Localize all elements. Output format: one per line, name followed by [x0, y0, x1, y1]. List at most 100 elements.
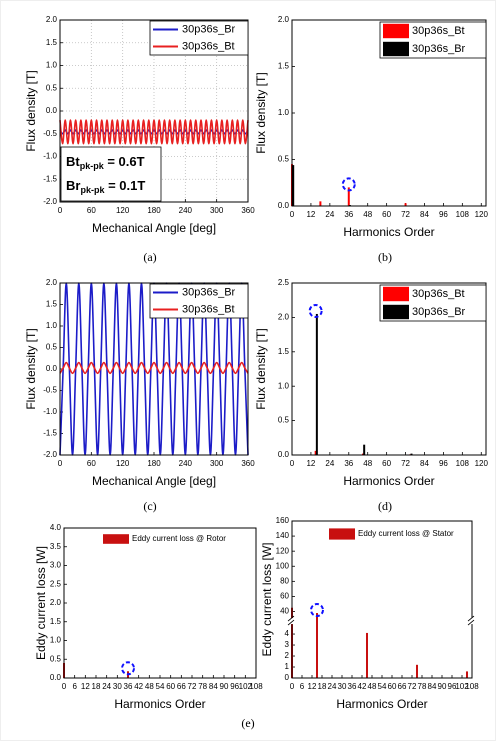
x-tick-label: 108 — [456, 210, 470, 219]
bar — [416, 664, 418, 678]
x-tick-label: 240 — [179, 459, 193, 468]
x-tick-label: 12 — [306, 459, 315, 468]
bar — [315, 313, 318, 455]
x-tick-label: 36 — [344, 459, 353, 468]
x-tick-label: 66 — [398, 682, 407, 691]
x-tick-label: 180 — [147, 206, 161, 215]
legend-label: 30p36s_Br — [412, 43, 466, 55]
x-tick-label: 240 — [179, 206, 193, 215]
y-tick-label: 3 — [285, 640, 290, 649]
y-tick-label: 1.5 — [278, 62, 290, 71]
x-tick-label: 0 — [58, 206, 63, 215]
y-tick-label: 1.5 — [50, 617, 62, 626]
plot-frame — [291, 282, 487, 456]
caption: (c) — [143, 499, 156, 513]
x-tick-label: 6 — [72, 682, 77, 691]
y-tick-label: -1.5 — [43, 174, 57, 183]
x-tick-label: 60 — [166, 682, 175, 691]
y-axis-title: Flux density [T] — [24, 328, 38, 409]
highlight-circle — [341, 177, 356, 192]
y-tick-label: 100 — [276, 561, 290, 570]
y-tick-label: 0.0 — [46, 106, 58, 115]
x-tick-label: 120 — [116, 459, 130, 468]
y-tick-label: -0.5 — [43, 129, 57, 138]
x-tick-label: 42 — [134, 682, 143, 691]
x-tick-label: 78 — [198, 682, 207, 691]
x-tick-label: 120 — [475, 210, 489, 219]
y-tick-label: 60 — [280, 592, 289, 601]
legend-swatch — [103, 534, 129, 544]
axis-break-mark — [287, 615, 295, 626]
y-tick-label: 1.0 — [46, 61, 58, 70]
y-tick-label: 0.0 — [50, 673, 62, 682]
annotation: Btpk-pk = 0.6T — [66, 154, 145, 171]
x-tick-label: 84 — [209, 682, 218, 691]
x-tick-label: 12 — [81, 682, 90, 691]
x-tick-label: 360 — [241, 206, 255, 215]
data-line — [59, 119, 249, 145]
y-tick-label: 4.0 — [50, 523, 62, 532]
legend-label: 30p36s_Br — [412, 306, 466, 318]
legend-box — [149, 20, 249, 56]
x-tick-label: 108 — [456, 459, 470, 468]
x-tick-label: 90 — [438, 682, 447, 691]
x-tick-label: 72 — [188, 682, 197, 691]
y-tick-label: -1.5 — [43, 429, 57, 438]
caption: (a) — [143, 250, 156, 264]
y-tick-label: 0.0 — [278, 450, 290, 459]
y-tick-label: 2 — [285, 651, 290, 660]
annotation: Brpk-pk = 0.1T — [66, 178, 145, 195]
x-tick-label: 102 — [455, 682, 469, 691]
legend-swatch — [383, 41, 409, 57]
x-tick-label: 12 — [308, 682, 317, 691]
legend-label: 30p36s_Bt — [412, 288, 465, 300]
y-tick-label: 2.0 — [278, 15, 290, 24]
y-tick-label: 1.0 — [278, 381, 290, 390]
legend-swatch — [383, 286, 409, 302]
x-tick-label: 48 — [368, 682, 377, 691]
y-tick-label: 1.5 — [46, 300, 58, 309]
x-tick-label: 96 — [439, 459, 448, 468]
axis-break-gap — [469, 618, 475, 625]
x-tick-label: 108 — [465, 682, 479, 691]
x-tick-label: 84 — [428, 682, 437, 691]
legend-label: 30p36s_Bt — [182, 40, 235, 52]
bar — [319, 201, 322, 206]
plot-frame — [63, 527, 257, 679]
y-tick-label: 2.0 — [278, 313, 290, 322]
y-axis-title: Eddy current loss [W] — [260, 542, 274, 656]
x-tick-label: 96 — [439, 210, 448, 219]
y-tick-label: -1.0 — [43, 152, 57, 161]
legend-label: 30p36s_Br — [182, 23, 236, 35]
y-tick-label: 0 — [285, 673, 290, 682]
x-tick-label: 300 — [210, 206, 224, 215]
x-axis-title: Mechanical Angle [deg] — [92, 221, 216, 235]
y-tick-label: 120 — [276, 546, 290, 555]
y-tick-label: 0.0 — [46, 364, 58, 373]
y-tick-label: 0.5 — [278, 155, 290, 164]
bar — [361, 453, 364, 455]
annotation-sub: pk-pk — [80, 161, 105, 171]
chart-panel: -2.0 -1.5 -1.0 -0.5 0.0 0.5 1.0 1.5 2.0 0 60 120 180… — [24, 15, 255, 235]
y-tick-label: 0.5 — [46, 83, 58, 92]
y-tick-label: 2.5 — [50, 579, 62, 588]
annotation-main: Bt — [66, 154, 80, 169]
highlight-circle — [310, 603, 324, 618]
axis-break-gap — [289, 618, 295, 625]
plot-frame — [291, 19, 487, 207]
x-tick-label: 0 — [62, 682, 67, 691]
y-tick-label: 1.5 — [46, 38, 58, 47]
x-tick-label: 360 — [241, 459, 255, 468]
x-tick-label: 12 — [306, 210, 315, 219]
bar — [404, 203, 407, 206]
x-tick-label: 90 — [220, 682, 229, 691]
y-tick-label: 40 — [280, 607, 289, 616]
y-tick-label: 1.0 — [278, 108, 290, 117]
annotation-main: Br — [66, 178, 80, 193]
x-tick-label: 36 — [344, 210, 353, 219]
legend-label: 30p36s_Bt — [412, 25, 465, 37]
y-tick-label: 1 — [285, 662, 290, 671]
x-tick-label: 102 — [239, 682, 253, 691]
plot-frame — [59, 282, 249, 456]
